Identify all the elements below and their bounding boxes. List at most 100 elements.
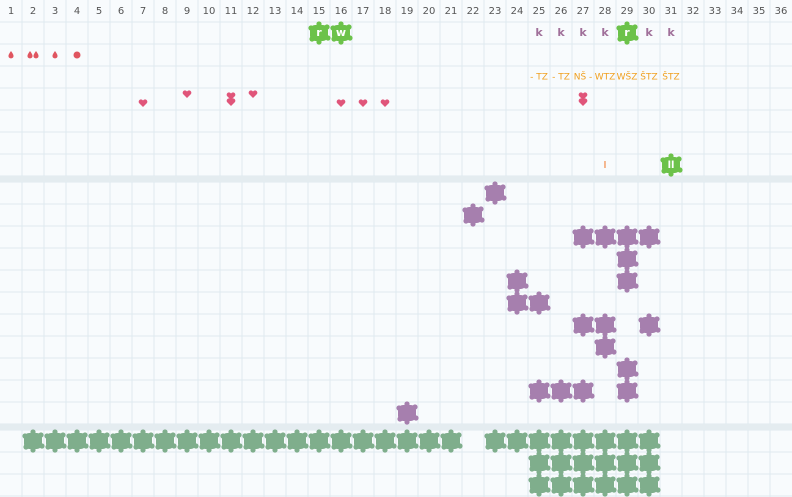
blob-edge [616,251,622,257]
status-badge [660,153,683,177]
blob-edge [595,328,601,334]
column-number: 31 [665,6,678,17]
blob-edge [624,357,630,363]
blob-edge [105,443,111,449]
blob-edge [654,432,660,438]
blob-edge [338,21,344,27]
blob-edge [324,432,330,438]
blob-edge [639,328,645,334]
blob-edge [206,429,212,435]
blob-edge [390,432,396,438]
blob-edge [22,433,28,439]
blob-edge [250,429,256,435]
blob-edge [316,429,322,435]
blob-edge [39,443,45,449]
blob-edge [611,239,617,245]
blob-edge [96,447,102,453]
blob-body [288,433,306,449]
blob-edge [83,443,89,449]
blob-edge [611,327,617,333]
blob-edge [287,444,293,450]
blob-edge [638,433,644,439]
column-number: 27 [577,6,590,17]
status-badge [308,21,331,45]
column-number: 11 [225,6,238,17]
blob-edge [589,239,595,245]
blob-edge [573,444,579,450]
heart-icon [182,90,192,98]
blob-body [486,433,504,449]
blob-body [530,295,548,311]
green-block [352,429,375,453]
blob-edge [646,473,652,479]
blob-body [596,477,614,493]
blob-edge [624,429,630,435]
blob-edge [280,432,286,438]
green-block [110,429,133,453]
cell-code: WŠZ [617,71,638,83]
blob-edge [23,444,29,450]
green-block [198,429,221,453]
blob-edge [611,465,617,471]
blob-edge [220,433,226,439]
heart-icon [380,99,390,107]
blob-edge [514,291,520,297]
blob-edge [655,465,661,471]
blob-edge [237,443,243,449]
blob-body [332,433,350,449]
blob-body [530,455,548,471]
blob-edge [506,273,512,279]
blob-edge [572,383,578,389]
column-number: 26 [555,6,568,17]
blob-edge [617,444,623,450]
blob-edge [580,469,586,475]
blob-edge [551,444,557,450]
green-block [528,429,551,453]
blob-edge [404,419,410,425]
blob-edge [330,25,336,31]
blob-edge [661,168,667,174]
blob-edge [259,443,265,449]
blob-edge [646,469,652,475]
green-block [550,473,573,497]
blob-edge [572,477,578,483]
blob-edge [529,488,535,494]
green-block [374,429,397,453]
blob-body [574,383,592,399]
blob-edge [66,433,72,439]
blob-edge [638,229,644,235]
blob-edge [639,466,645,472]
blob-body [222,433,240,449]
blob-edge [580,379,586,385]
blob-edge [602,491,608,497]
blob-edge [632,382,638,388]
purple-block [550,379,573,403]
blob-edge [646,451,652,457]
green-block [132,429,155,453]
blob-edge [243,444,249,450]
blob-edge [529,394,535,400]
blob-edge [558,451,564,457]
blob-edge [602,473,608,479]
green-block [176,429,199,453]
column-number: 13 [269,6,282,17]
blob-edge [544,432,550,438]
blob-edge [566,432,572,438]
blob-edge [616,455,622,461]
blob-edge [573,394,579,400]
blob-body [552,383,570,399]
blob-edge [419,444,425,450]
blob-edge [506,295,512,301]
blob-edge [624,451,630,457]
blob-edge [580,397,586,403]
blob-edge [462,207,468,213]
blob-edge [353,444,359,450]
blob-edge [588,432,594,438]
blob-edge [368,432,374,438]
blob-edge [550,433,556,439]
blob-edge [360,447,366,453]
blob-edge [616,477,622,483]
blob-body [266,433,284,449]
blob-edge [580,473,586,479]
